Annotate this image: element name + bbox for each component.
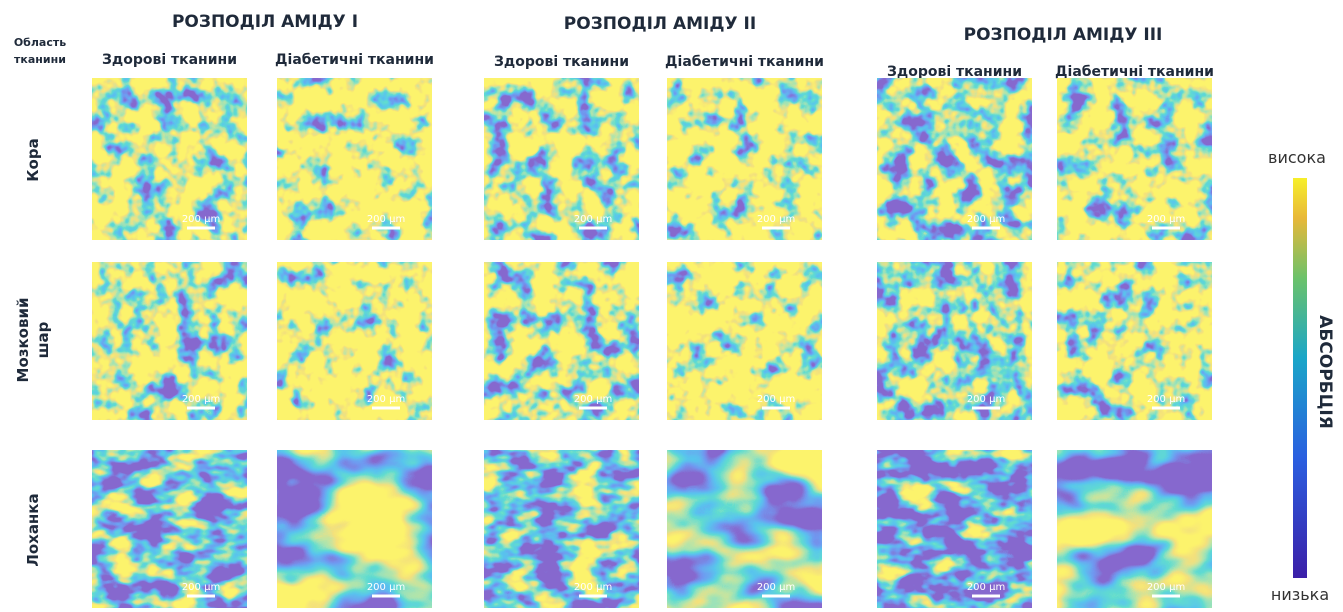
tissue-image	[667, 450, 822, 608]
tissue-image	[92, 262, 247, 420]
column-header: Діабетичні тканини	[1055, 64, 1214, 80]
colorbar-high: висока	[1268, 148, 1326, 167]
tissue-image	[277, 78, 432, 240]
column-header: Здорові тканини	[887, 64, 1022, 80]
tissue-image	[877, 450, 1032, 608]
scale-bar-label: 200 µm	[367, 394, 405, 405]
scale-bar-label: 200 µm	[367, 582, 405, 593]
scale-bar-label: 200 µm	[367, 214, 405, 225]
tissue-image	[484, 78, 639, 240]
scale-bar-label: 200 µm	[574, 394, 612, 405]
column-header: Здорові тканини	[494, 54, 629, 70]
scale-bar-label: 200 µm	[182, 394, 220, 405]
scale-bar-label: 200 µm	[757, 214, 795, 225]
tissue-image	[1057, 78, 1212, 240]
column-header: Діабетичні тканини	[275, 52, 434, 68]
scale-bar-label: 200 µm	[757, 582, 795, 593]
tissue-image	[92, 450, 247, 608]
group-title: РОЗПОДІЛ АМІДУ І	[172, 12, 358, 32]
scale-bar-label: 200 µm	[967, 582, 1005, 593]
scale-bar-label: 200 µm	[574, 214, 612, 225]
corner-label: тканини	[14, 53, 66, 66]
colorbar-title: АБСОРБЦІЯ	[1315, 315, 1335, 429]
tissue-image	[877, 262, 1032, 420]
tissue-image	[667, 78, 822, 240]
scale-bar-label: 200 µm	[182, 582, 220, 593]
tissue-image	[1057, 450, 1212, 608]
row-label: Мозковий	[14, 298, 32, 383]
scale-bar-label: 200 µm	[1147, 214, 1185, 225]
row-label: Лоханка	[24, 493, 42, 566]
tissue-image	[92, 78, 247, 240]
tissue-image	[484, 262, 639, 420]
scale-bar-label: 200 µm	[967, 214, 1005, 225]
scale-bar-label: 200 µm	[1147, 582, 1185, 593]
group-title: РОЗПОДІЛ АМІДУ ІІ	[564, 14, 756, 34]
tissue-image	[1057, 262, 1212, 420]
scale-bar-label: 200 µm	[967, 394, 1005, 405]
figure: Область тканини висока низька АБСОРБЦІЯ …	[0, 0, 1343, 608]
row-label: Кора	[24, 138, 42, 181]
scale-bar-label: 200 µm	[574, 582, 612, 593]
corner-label: Область	[14, 36, 66, 49]
column-header: Здорові тканини	[102, 52, 237, 68]
colorbar-low: низька	[1271, 585, 1329, 604]
scale-bar-label: 200 µm	[757, 394, 795, 405]
colorbar	[1293, 178, 1307, 578]
scale-bar-label: 200 µm	[1147, 394, 1185, 405]
tissue-image	[877, 78, 1032, 240]
tissue-image	[277, 450, 432, 608]
tissue-image	[667, 262, 822, 420]
group-title: РОЗПОДІЛ АМІДУ ІІІ	[964, 25, 1163, 45]
column-header: Діабетичні тканини	[665, 54, 824, 70]
row-label: шар	[34, 321, 52, 358]
tissue-image	[484, 450, 639, 608]
tissue-image	[277, 262, 432, 420]
scale-bar-label: 200 µm	[182, 214, 220, 225]
